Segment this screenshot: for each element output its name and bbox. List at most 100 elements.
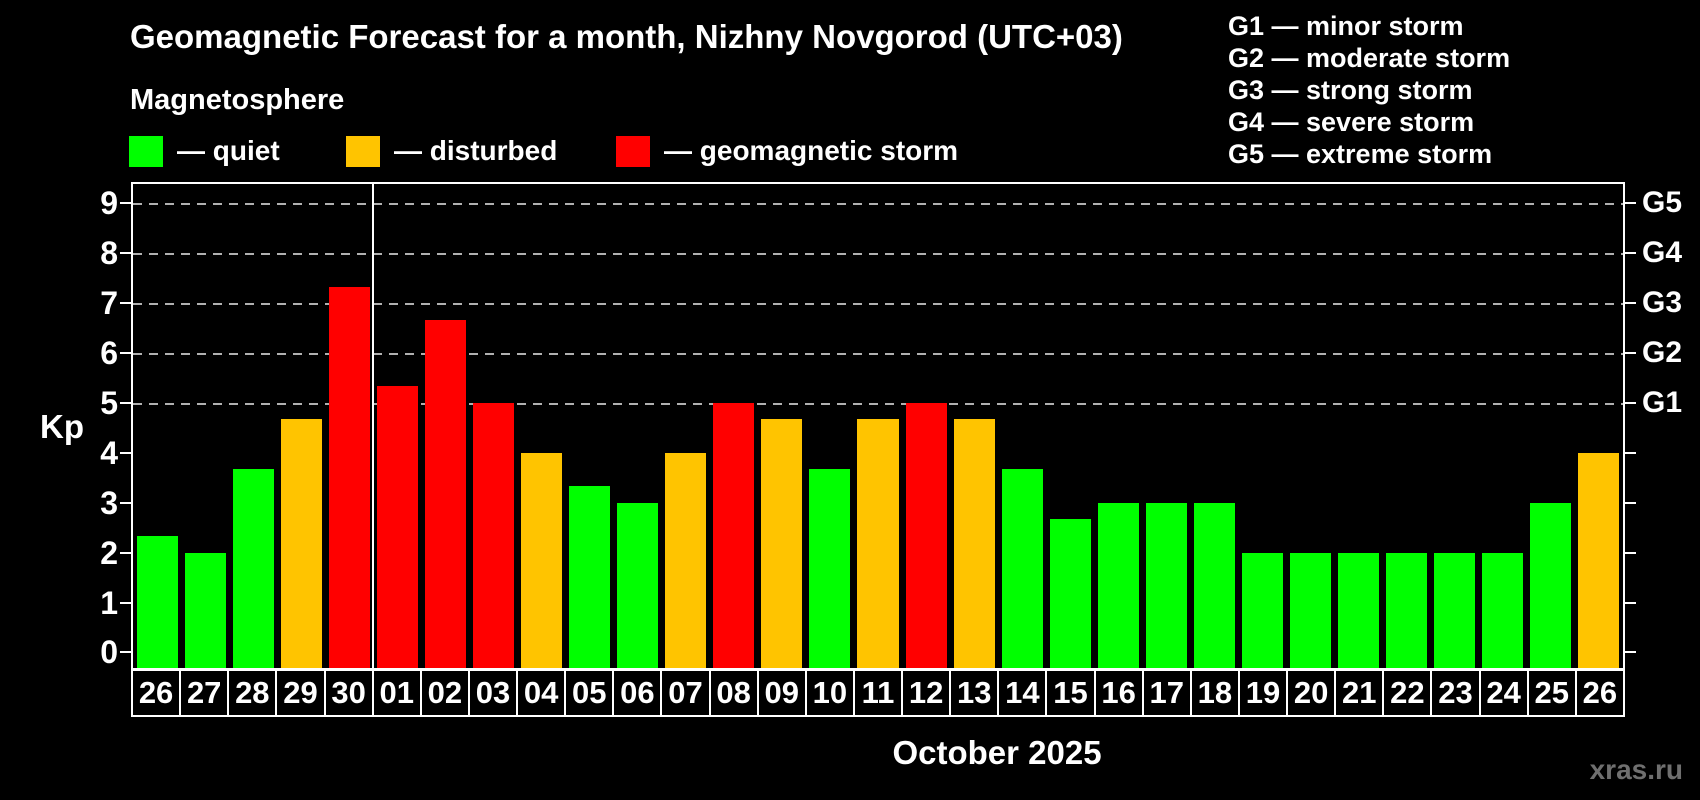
kp-bar-day-30 xyxy=(328,286,370,668)
y-axis-tick-right-6 xyxy=(1625,352,1636,354)
y-axis-title: Kp xyxy=(40,408,84,445)
y-tick-label-7: 7 xyxy=(100,285,118,322)
y-axis-tick-left-9 xyxy=(120,202,131,205)
day-label-cell-25-29: 25 xyxy=(1528,671,1575,715)
day-label-cell-09-13: 09 xyxy=(758,671,805,715)
day-label-cell-23-27: 23 xyxy=(1432,671,1479,715)
right-axis-label-g2: G2 xyxy=(1642,336,1683,369)
y-tick-label-1: 1 xyxy=(100,584,118,621)
kp-bar-day-13 xyxy=(953,419,995,668)
y-axis-tick-right-0 xyxy=(1625,651,1636,654)
day-label-cell-14-18: 14 xyxy=(999,671,1046,715)
y-axis-tick-left-1 xyxy=(120,601,131,604)
kp-bar-day-18 xyxy=(1193,502,1235,668)
storm-color-swatch xyxy=(616,135,650,167)
y-axis-tick-right-8 xyxy=(1625,252,1636,255)
day-label-cell-02-6: 02 xyxy=(421,671,468,715)
day-label-cell-06-10: 06 xyxy=(614,671,661,715)
y-axis-tick-left-7 xyxy=(120,302,131,305)
day-label-cell-21-25: 21 xyxy=(1336,671,1383,715)
day-label-cell-13-17: 13 xyxy=(951,671,998,715)
y-axis-tick-left-2 xyxy=(120,551,131,554)
gridline-kp6 xyxy=(133,353,1623,355)
day-label-cell-29-3: 29 xyxy=(277,671,324,715)
chart-title: Geomagnetic Forecast for a month, Nizhny… xyxy=(130,18,1123,55)
y-tick-label-8: 8 xyxy=(100,235,118,272)
right-axis-label-g3: G3 xyxy=(1642,286,1683,320)
y-tick-label-4: 4 xyxy=(100,434,118,471)
kp-bar-day-11 xyxy=(857,419,899,668)
kp-bar-day-05 xyxy=(569,486,611,668)
g-scale-legend: G1 — minor storm G2 — moderate storm G3 … xyxy=(1228,10,1510,170)
day-label-cell-18-22: 18 xyxy=(1191,671,1238,715)
y-tick-label-0: 0 xyxy=(100,634,118,671)
day-label-cell-07-11: 07 xyxy=(662,671,709,715)
month-divider-line xyxy=(372,184,375,668)
y-tick-label-6: 6 xyxy=(100,335,118,371)
gridline-kp8 xyxy=(133,253,1623,256)
kp-bar-day-07 xyxy=(665,452,707,668)
kp-bar-day-20 xyxy=(1290,552,1332,668)
y-tick-label-9: 9 xyxy=(100,185,118,222)
kp-bar-day-12 xyxy=(905,402,947,668)
legend-item-quiet: — quiet xyxy=(129,135,280,167)
kp-bar-day-03 xyxy=(472,402,514,668)
x-axis-title: October 2025 xyxy=(892,734,1102,771)
kp-bar-day-29 xyxy=(280,419,322,668)
kp-bar-day-27 xyxy=(184,552,226,668)
day-label-cell-08-12: 08 xyxy=(710,671,757,715)
gridline-kp7 xyxy=(133,303,1623,306)
day-label-cell-16-20: 16 xyxy=(1095,671,1142,715)
day-label-cell-22-26: 22 xyxy=(1384,671,1431,715)
y-axis-tick-left-6 xyxy=(120,352,131,354)
day-label-cell-26-0: 26 xyxy=(133,671,180,715)
kp-bar-day-19 xyxy=(1241,552,1284,668)
plot-area xyxy=(131,182,1625,670)
day-label-cell-28-2: 28 xyxy=(229,671,276,715)
kp-bar-day-26 xyxy=(136,536,178,668)
y-axis-tick-left-8 xyxy=(120,252,131,255)
watermark: xras.ru xyxy=(1589,754,1683,785)
day-label-cell-24-28: 24 xyxy=(1480,671,1527,715)
kp-bar-day-22 xyxy=(1386,552,1428,668)
y-tick-label-3: 3 xyxy=(100,484,118,521)
day-label-cell-05-9: 05 xyxy=(566,671,613,715)
y-axis-tick-right-2 xyxy=(1625,551,1636,554)
y-axis-tick-right-3 xyxy=(1625,501,1636,504)
disturbed-color-swatch xyxy=(346,135,380,167)
day-label-cell-12-16: 12 xyxy=(903,671,950,715)
quiet-color-swatch xyxy=(129,135,163,167)
y-axis-tick-right-9 xyxy=(1625,202,1636,205)
g-legend-line-g1: G1 — minor storm xyxy=(1228,11,1464,41)
chart-subtitle: Magnetosphere xyxy=(130,84,345,116)
gridline-kp9 xyxy=(133,203,1623,206)
y-axis-tick-left-3 xyxy=(120,501,131,504)
legend-item-disturbed: — disturbed xyxy=(346,135,557,167)
y-axis-tick-right-1 xyxy=(1625,601,1636,604)
day-label-cell-03-7: 03 xyxy=(469,671,517,715)
x-axis-day-labels: 26 27 28 29 30 01 02 03 04 05 06 07 08 09 10 11 12 13 14 15… xyxy=(131,669,1625,717)
right-axis-label-g5: G5 xyxy=(1642,186,1683,220)
legend-item-storm: — geomagnetic storm xyxy=(616,135,958,167)
kp-bar-day-09 xyxy=(761,419,803,668)
y-axis-tick-right-4 xyxy=(1625,451,1636,454)
legend-label-storm: — geomagnetic storm xyxy=(664,135,959,166)
kp-bar-day-24 xyxy=(1482,552,1524,668)
kp-bar-day-28 xyxy=(232,469,274,668)
y-axis-tick-left-0 xyxy=(120,651,131,654)
g-legend-line-g3: G3 — strong storm xyxy=(1228,75,1473,105)
kp-bar-day-02 xyxy=(424,319,466,668)
kp-bar-day-26 xyxy=(1578,452,1620,668)
legend-label-disturbed: — disturbed xyxy=(394,135,558,166)
kp-bar-day-01 xyxy=(376,386,418,668)
day-label-cell-19-23: 19 xyxy=(1239,671,1287,715)
legend-label-quiet: — quiet xyxy=(177,135,280,166)
g-legend-line-g2: G2 — moderate storm xyxy=(1228,43,1511,73)
right-axis-label-g4: G4 xyxy=(1642,236,1683,270)
day-label-cell-20-24: 20 xyxy=(1288,671,1335,715)
day-label-cell-11-15: 11 xyxy=(854,671,902,715)
right-axis-label-g1: G1 xyxy=(1642,385,1683,419)
kp-bar-day-08 xyxy=(713,402,755,668)
kp-bar-day-14 xyxy=(1001,469,1043,668)
kp-bar-day-17 xyxy=(1145,502,1187,668)
